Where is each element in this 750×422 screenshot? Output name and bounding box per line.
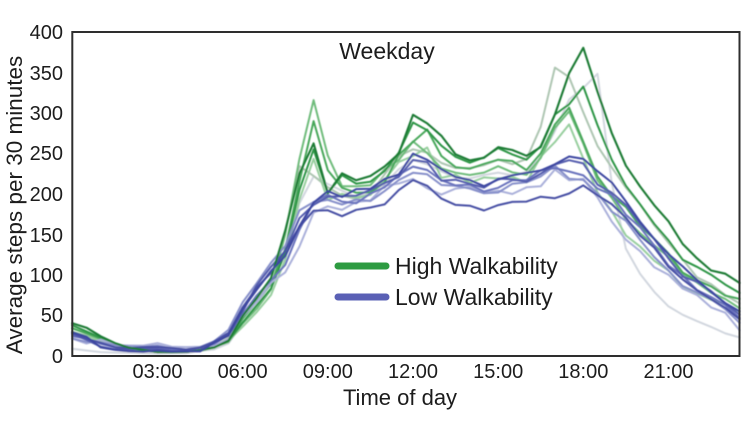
svg-text:High Walkability: High Walkability — [395, 253, 558, 279]
svg-text:15:00: 15:00 — [473, 361, 523, 383]
svg-text:18:00: 18:00 — [558, 361, 608, 383]
svg-text:Low Walkability: Low Walkability — [395, 284, 553, 310]
svg-text:150: 150 — [30, 225, 63, 247]
svg-text:06:00: 06:00 — [218, 361, 268, 383]
svg-text:03:00: 03:00 — [132, 361, 182, 383]
svg-text:0: 0 — [52, 346, 63, 368]
svg-text:100: 100 — [30, 265, 63, 287]
svg-text:09:00: 09:00 — [303, 361, 353, 383]
svg-text:200: 200 — [30, 184, 63, 206]
svg-text:Average steps per 30 minutes: Average steps per 30 minutes — [2, 56, 27, 355]
svg-text:350: 350 — [30, 63, 63, 85]
svg-text:12:00: 12:00 — [388, 361, 438, 383]
svg-text:250: 250 — [30, 143, 63, 165]
svg-text:400: 400 — [30, 22, 63, 44]
svg-text:21:00: 21:00 — [643, 361, 693, 383]
svg-text:Weekday: Weekday — [339, 38, 435, 64]
svg-text:50: 50 — [41, 305, 63, 327]
svg-text:300: 300 — [30, 103, 63, 125]
svg-text:Time of day: Time of day — [343, 385, 457, 410]
